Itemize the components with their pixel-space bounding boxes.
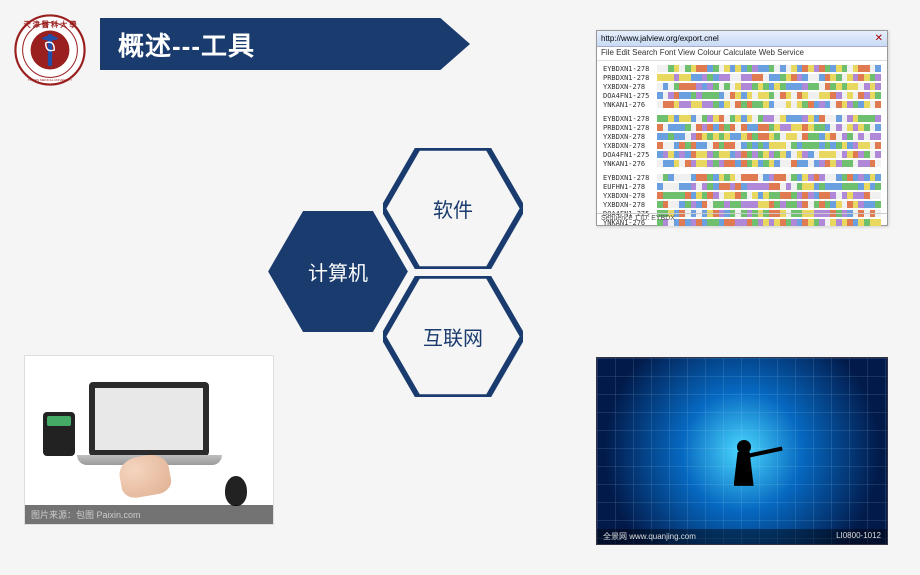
hex-internet: 互联网 — [383, 276, 523, 397]
sequence-bar — [657, 133, 881, 140]
sequence-row: YXBDXN-278 — [603, 83, 881, 91]
sequence-row: PRBDXN1-278 — [603, 124, 881, 132]
internet-image-caption: 全景网 www.quanjing.com LI0800-1012 — [597, 529, 887, 544]
sequence-label: YXBDXN-278 — [603, 201, 655, 209]
sequence-bar — [657, 74, 881, 81]
sequence-row: EYBDXN1-278 — [603, 65, 881, 73]
slide-title-text: 概述---工具 — [118, 26, 255, 63]
sequence-label: YNKAN1-276 — [603, 101, 655, 109]
laptop-image: 图片来源：包图 Paixin.com — [24, 355, 274, 525]
internet-image: 全景网 www.quanjing.com LI0800-1012 — [596, 357, 888, 545]
sequence-bar — [657, 101, 881, 108]
sequence-label: EUFHN1-278 — [603, 183, 655, 191]
internet-caption-left: 全景网 www.quanjing.com — [603, 531, 696, 542]
software-titlebar: http://www.jalview.org/export.cnel ✕ — [597, 31, 887, 47]
sequence-bar — [657, 160, 881, 167]
sequence-label: DOA4FN1-275 — [603, 92, 655, 100]
sequence-row: YXBDXN-278 — [603, 192, 881, 200]
sequence-bar — [657, 142, 881, 149]
sequence-row: YXBDXN-278 — [603, 142, 881, 150]
sequence-label: YXBDXN-278 — [603, 192, 655, 200]
calculator-icon — [43, 412, 75, 456]
sequence-label: EYBDXN1-278 — [603, 65, 655, 73]
software-screenshot: http://www.jalview.org/export.cnel ✕ Fil… — [596, 30, 888, 226]
sequence-row: YXBDXN-278 — [603, 133, 881, 141]
laptop-image-caption: 图片来源：包图 Paixin.com — [25, 505, 273, 524]
svg-text:天 津 醫 科 大 學: 天 津 醫 科 大 學 — [23, 20, 76, 29]
sequence-row: YNKAN1-276 — [603, 101, 881, 109]
sequence-bar — [657, 174, 881, 181]
sequence-row: DOA4FN1-275 — [603, 151, 881, 159]
sequence-row: DOA4FN1-275 — [603, 92, 881, 100]
sequence-label: PRBDXN1-278 — [603, 74, 655, 82]
software-statusbar: Sequence 1 ID: EYBDX — [597, 213, 887, 225]
software-titlebar-text: http://www.jalview.org/export.cnel — [601, 34, 719, 43]
close-icon: ✕ — [875, 33, 883, 44]
sequence-label: YNKAN1-276 — [603, 160, 655, 168]
hex-software: 软件 — [383, 148, 523, 269]
hexagon-diagram: 计算机 软件 互联网 — [268, 148, 598, 428]
sequence-row: EUFHN1-278 — [603, 183, 881, 191]
sequence-row: PRBDXN1-278 — [603, 74, 881, 82]
sequence-bar — [657, 151, 881, 158]
sequence-bar — [657, 124, 881, 131]
hex-internet-label: 互联网 — [423, 322, 483, 351]
sequence-row: EYBDXN1-278 — [603, 174, 881, 182]
sequence-label: PRBDXN1-278 — [603, 124, 655, 132]
sequence-label: EYBDXN1-278 — [603, 115, 655, 123]
sequence-bar — [657, 92, 881, 99]
university-logo: 天 津 醫 科 大 學 TIANJIN MEDICAL UNIVERSITY — [14, 14, 86, 86]
slide-title-bar: 概述---工具 — [100, 18, 470, 70]
sequence-label: YXBDXN-278 — [603, 133, 655, 141]
sequence-bar — [657, 183, 881, 190]
sequence-bar — [657, 192, 881, 199]
sequence-bar — [657, 83, 881, 90]
sequence-label: EYBDXN1-278 — [603, 174, 655, 182]
hex-software-label: 软件 — [433, 194, 473, 223]
sequence-row: YXBDXN-278 — [603, 201, 881, 209]
svg-text:TIANJIN MEDICAL UNIVERSITY: TIANJIN MEDICAL UNIVERSITY — [28, 78, 72, 82]
internet-caption-right: LI0800-1012 — [836, 531, 881, 542]
sequence-bar — [657, 65, 881, 72]
sequence-label: YXBDXN-278 — [603, 142, 655, 150]
person-silhouette-icon — [725, 440, 763, 510]
sequence-alignment: EYBDXN1-278PRBDXN1-278YXBDXN-278DOA4FN1-… — [597, 61, 887, 232]
mouse-icon — [225, 476, 247, 506]
sequence-label: YXBDXN-278 — [603, 83, 655, 91]
sequence-row: EYBDXN1-278 — [603, 115, 881, 123]
sequence-bar — [657, 201, 881, 208]
software-menu: File Edit Search Font View Colour Calcul… — [597, 47, 887, 61]
sequence-label: DOA4FN1-275 — [603, 151, 655, 159]
sequence-bar — [657, 115, 881, 122]
sequence-row: YNKAN1-276 — [603, 160, 881, 168]
hex-computer-label: 计算机 — [308, 257, 368, 286]
